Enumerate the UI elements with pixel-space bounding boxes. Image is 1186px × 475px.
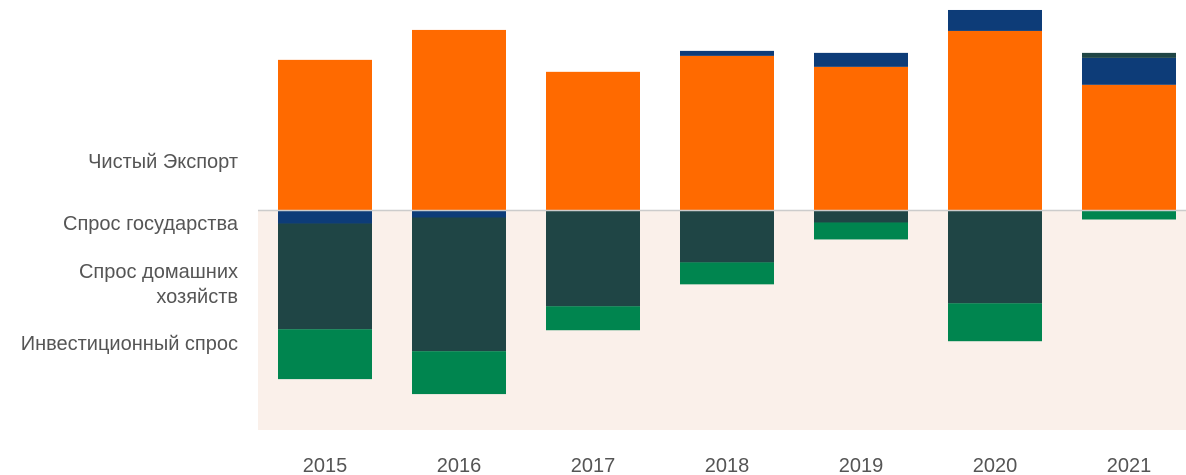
bar — [1082, 52, 1176, 58]
bar — [814, 66, 908, 211]
bar — [814, 52, 908, 67]
bar — [546, 306, 640, 331]
bar — [546, 71, 640, 211]
x-tick-label: 2021 — [1107, 455, 1152, 475]
bar — [412, 217, 506, 352]
bar — [680, 262, 774, 285]
bar — [1082, 84, 1176, 211]
bar — [680, 50, 774, 56]
x-tick-label: 2015 — [303, 455, 348, 475]
bar — [1082, 210, 1176, 220]
x-tick-label: 2018 — [705, 455, 750, 475]
legend-label: Чистый Экспорт — [88, 151, 238, 173]
legend-label: Спрос государства — [63, 213, 238, 235]
bar — [278, 210, 372, 224]
bar — [948, 210, 1042, 304]
bar — [412, 29, 506, 211]
bar — [814, 210, 908, 223]
legend-label: Спрос домашних хозяйств — [78, 261, 238, 308]
bar — [278, 59, 372, 211]
bar — [546, 210, 640, 307]
bar — [278, 329, 372, 380]
bar — [948, 303, 1042, 342]
bar — [1082, 57, 1176, 85]
bar — [814, 222, 908, 240]
bar — [680, 210, 774, 263]
x-tick-label: 2017 — [571, 455, 616, 475]
bar — [412, 351, 506, 395]
bar — [680, 55, 774, 211]
x-tick-label: 2020 — [973, 455, 1018, 475]
legend-label: Инвестиционный спрос — [20, 333, 238, 355]
bar — [948, 9, 1042, 31]
bar — [948, 30, 1042, 211]
x-tick-label: 2016 — [437, 455, 482, 475]
bar — [278, 223, 372, 330]
x-tick-label: 2019 — [839, 455, 884, 475]
bar — [412, 210, 506, 218]
